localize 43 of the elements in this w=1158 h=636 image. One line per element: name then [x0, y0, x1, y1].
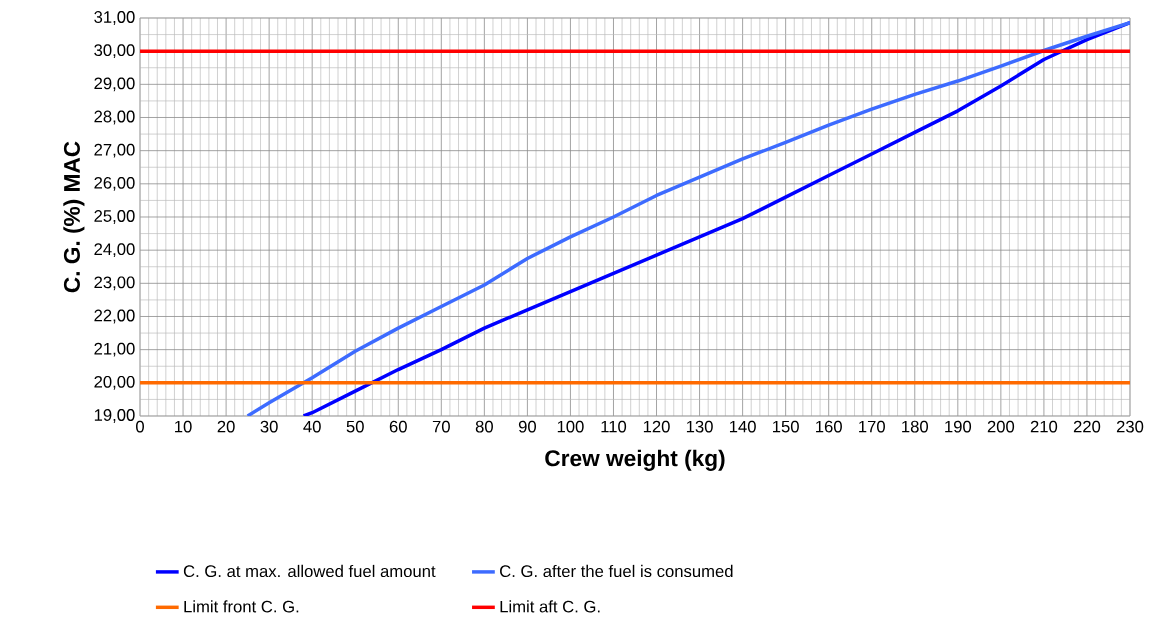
- x-tick-label: 10: [175, 420, 192, 433]
- x-tick-label: 110: [601, 420, 627, 433]
- x-tick-label: 20: [217, 420, 235, 433]
- y-tick-label: 30,00: [94, 44, 135, 59]
- x-tick-label: 30: [260, 420, 278, 433]
- x-tick-label: 100: [557, 420, 584, 433]
- x-tick-label: 200: [987, 420, 1015, 433]
- x-tick-label: 0: [136, 420, 144, 433]
- legend-label: C. G. at max. allowed fuel amount: [183, 564, 436, 578]
- x-axis-title: Crew weight (kg): [545, 449, 725, 471]
- x-tick-label: 120: [643, 420, 670, 433]
- y-tick-label: 27,00: [94, 143, 135, 158]
- y-tick-label: 28,00: [94, 110, 135, 125]
- y-tick-label: 26,00: [94, 176, 135, 191]
- y-tick-label: 21,00: [94, 342, 135, 357]
- legend-label: C. G. after the fuel is consumed: [500, 564, 733, 578]
- x-tick-label: 170: [859, 420, 885, 433]
- x-tick-label: 210: [1030, 420, 1058, 433]
- x-tick-label: 40: [303, 420, 321, 433]
- x-tick-label: 150: [773, 420, 799, 433]
- x-tick-label: 230: [1116, 420, 1144, 433]
- x-tick-label: 60: [389, 420, 407, 433]
- y-tick-label: 22,00: [94, 309, 135, 324]
- y-tick-label: 29,00: [94, 77, 135, 92]
- x-tick-label: 90: [518, 420, 537, 433]
- x-tick-label: 190: [945, 420, 972, 433]
- y-axis-title: C. G. (%) MAC: [63, 141, 85, 293]
- y-tick-label: 23,00: [94, 276, 135, 291]
- y-tick-label: 31,00: [94, 11, 135, 25]
- x-tick-label: 180: [902, 420, 929, 433]
- y-tick-label: 19,00: [94, 409, 135, 423]
- y-tick-label: 20,00: [94, 375, 135, 390]
- x-tick-label: 140: [729, 420, 756, 433]
- x-tick-label: 130: [686, 420, 713, 433]
- y-tick-label: 25,00: [94, 210, 135, 224]
- legend-label: Limit front C. G.: [184, 600, 299, 613]
- legend-label: Limit aft C. G.: [500, 600, 600, 613]
- x-tick-label: 160: [816, 420, 842, 433]
- x-tick-label: 220: [1073, 420, 1101, 433]
- x-tick-label: 70: [432, 420, 450, 433]
- x-tick-label: 50: [346, 420, 364, 433]
- y-tick-label: 24,00: [94, 243, 135, 258]
- x-tick-label: 80: [475, 420, 493, 433]
